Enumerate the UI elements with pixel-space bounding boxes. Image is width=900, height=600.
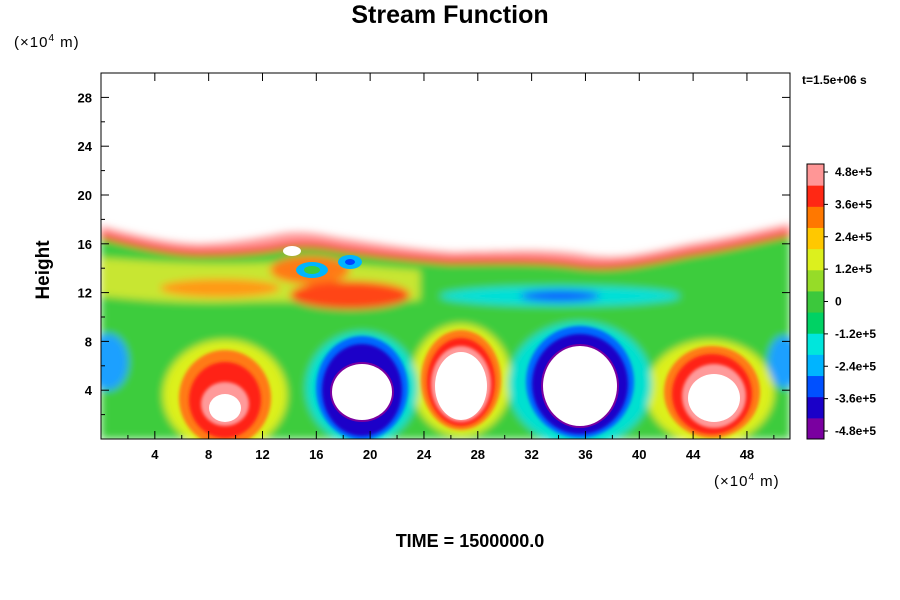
x-tick-label: 48	[740, 447, 754, 462]
y-tick-label: 4	[85, 383, 93, 398]
colorbar-label: -4.8e+5	[835, 424, 876, 438]
x-tick-label: 44	[686, 447, 701, 462]
colorbar-label: 2.4e+5	[835, 230, 872, 244]
x-tick-label: 28	[471, 447, 485, 462]
y-tick-label: 24	[78, 139, 93, 154]
cell-layer	[179, 246, 760, 439]
colorbar-segment	[807, 227, 824, 250]
colorbar-segment	[807, 354, 824, 377]
colorbar-segment	[807, 312, 824, 334]
colorbar-segment	[807, 417, 824, 440]
colorbar-label: 3.6e+5	[835, 197, 872, 211]
time-stamp-label: t=1.5e+06 s	[802, 73, 867, 87]
colorbar-segment	[807, 333, 824, 355]
x-tick-label: 40	[632, 447, 646, 462]
colorbar-segment	[807, 290, 824, 313]
heatmap-field	[101, 73, 790, 439]
colorbar-segment	[807, 269, 824, 292]
colorbar-label: -3.6e+5	[835, 392, 876, 406]
y-axis: 4 8 12 16 20 24 28	[78, 90, 790, 416]
x-tick-label: 32	[524, 447, 538, 462]
colorbar-segment	[807, 375, 824, 398]
x-tick-label: 24	[417, 447, 432, 462]
x-axis: 4 8 12 16 20 24 28 32 36 40 44 48	[127, 73, 775, 462]
x-tick-label: 20	[363, 447, 377, 462]
colorbar-label: -2.4e+5	[835, 359, 876, 373]
colorbar-label: 1.2e+5	[835, 262, 872, 276]
y-tick-label: 28	[78, 90, 92, 105]
y-tick-label: 16	[78, 237, 92, 252]
colorbar-segment	[807, 206, 824, 228]
y-tick-label: 8	[85, 334, 92, 349]
x-tick-label: 16	[309, 447, 323, 462]
plot-frame	[100, 72, 791, 440]
colorbar-label: 4.8e+5	[835, 165, 872, 179]
y-axis-unit: (×104 m)	[14, 33, 80, 51]
y-tick-label: 20	[78, 188, 92, 203]
x-tick-label: 4	[151, 447, 159, 462]
x-tick-label: 36	[578, 447, 592, 462]
colorbar: 4.8e+5 3.6e+5 2.4e+5 1.2e+5 0 -1.2e+5 -2.4e+5 -…	[806, 163, 876, 440]
colorbar-segment	[807, 396, 824, 419]
y-tick-label: 12	[78, 286, 92, 301]
time-footer: TIME = 1500000.0	[395, 531, 545, 551]
colorbar-label: 0	[835, 295, 842, 309]
colorbar-label: -1.2e+5	[835, 327, 876, 341]
colorbar-segment	[807, 185, 824, 207]
colorbar-segment	[807, 164, 824, 186]
chart-title: Stream Function	[351, 1, 549, 29]
x-axis-unit: (×104 m)	[714, 472, 780, 490]
colorbar-segment	[807, 248, 824, 271]
x-tick-label: 12	[255, 447, 269, 462]
x-tick-label: 8	[205, 447, 212, 462]
